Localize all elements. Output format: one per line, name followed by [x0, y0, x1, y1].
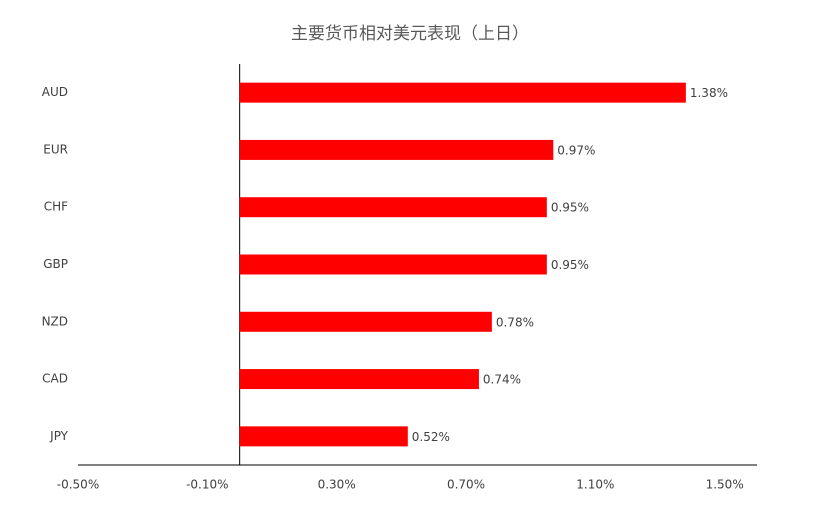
value-label: 0.95% [551, 258, 589, 272]
x-tick-label: -0.50% [57, 478, 99, 492]
bar [239, 426, 408, 447]
y-tick-label: NZD [42, 314, 68, 328]
y-tick-label: CHF [44, 200, 68, 214]
y-tick-label: GBP [43, 257, 68, 271]
bar [239, 369, 479, 390]
bar [239, 311, 492, 332]
value-label: 0.95% [551, 201, 589, 215]
x-tick-label: 0.30% [318, 478, 356, 492]
value-label: 0.78% [496, 315, 534, 329]
x-tick-label: -0.10% [186, 478, 228, 492]
y-tick-label: JPY [49, 429, 69, 443]
y-tick-label: EUR [43, 142, 68, 156]
value-label: 0.52% [412, 430, 450, 444]
value-label: 0.97% [557, 143, 595, 157]
x-tick-label: 1.50% [706, 478, 744, 492]
x-tick-label: 1.10% [576, 478, 614, 492]
chart-title: 主要货币相对美元表现（上日） [291, 24, 529, 44]
value-label: 0.74% [483, 373, 521, 387]
bar [239, 197, 547, 218]
bar [239, 82, 686, 103]
bar [239, 139, 554, 160]
bar [239, 254, 547, 275]
y-tick-label: CAD [42, 372, 68, 386]
x-tick-label: 0.70% [447, 478, 485, 492]
value-label: 1.38% [690, 86, 728, 100]
y-tick-label: AUD [42, 85, 68, 99]
